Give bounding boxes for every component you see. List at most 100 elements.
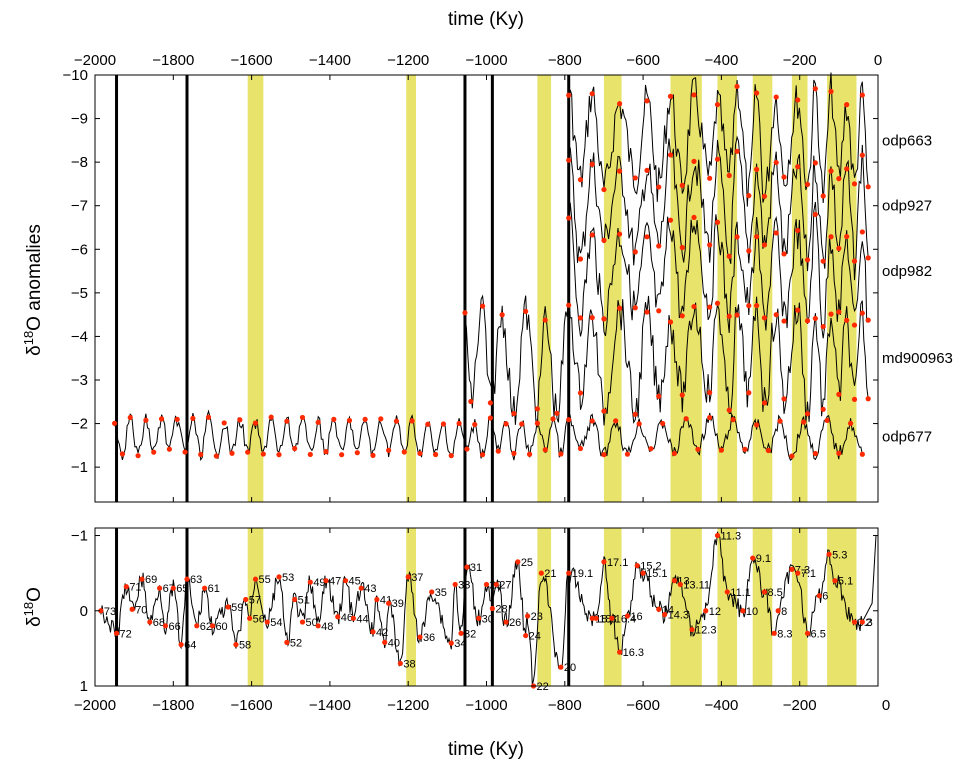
stage-point — [194, 623, 200, 629]
extremum-point-md900963 — [804, 411, 811, 417]
stage-label: 21 — [544, 568, 556, 580]
stage-point — [252, 576, 259, 582]
stage-label: 73 — [104, 606, 116, 618]
extremum-point-odp663 — [617, 101, 623, 107]
extremum-point-odp677 — [252, 420, 259, 426]
extremum-point-md900963 — [554, 410, 560, 416]
extremum-point-odp677 — [511, 450, 517, 457]
stage-label: 47 — [329, 576, 341, 588]
stage-label: 66 — [168, 621, 180, 633]
stage-point — [335, 614, 341, 620]
extremum-point-odp677 — [526, 451, 533, 457]
extremum-point-odp677 — [151, 449, 157, 455]
stage-point — [476, 615, 482, 621]
extremum-point-odp677 — [221, 420, 227, 426]
stage-point — [593, 615, 599, 621]
top-x-tick-label: 0 — [874, 52, 882, 69]
extremum-point-odp927 — [773, 159, 779, 166]
extremum-point-odp677 — [229, 450, 235, 456]
stage-point — [307, 579, 313, 585]
top-x-tick-label: −600 — [626, 52, 660, 69]
stage-label: 70 — [135, 604, 147, 616]
extremum-point-odp677 — [440, 421, 447, 427]
extremum-point-odp663 — [707, 175, 713, 181]
stage-label: 35 — [435, 587, 447, 599]
extremum-point-odp677 — [613, 418, 619, 424]
bot-x-tick-label: −800 — [548, 697, 582, 714]
stage-label: 33 — [458, 579, 470, 591]
stage-label: 5.1 — [838, 576, 853, 588]
extremum-point-odp677 — [182, 449, 188, 455]
extremum-point-odp982 — [667, 217, 674, 223]
extremum-point-odp663 — [781, 174, 787, 180]
top-x-tick-label: −200 — [783, 52, 817, 69]
extremum-point-odp927 — [707, 242, 713, 248]
stage-point — [147, 619, 153, 625]
extremum-point-odp677 — [742, 446, 748, 452]
extremum-point-odp927 — [577, 256, 584, 262]
stage-point — [170, 585, 176, 591]
stage-point — [350, 615, 356, 621]
stage-label: 18 — [599, 613, 611, 625]
top-y-tick-label: −5 — [71, 285, 88, 302]
extremum-point-odp982 — [795, 227, 801, 234]
extremum-point-md900963 — [667, 319, 674, 325]
stage-label: 72 — [120, 628, 132, 640]
extremum-point-odp927 — [601, 237, 607, 243]
stage-point — [284, 639, 290, 645]
stage-label: 9.1 — [756, 553, 771, 565]
series-label-odp982: odp982 — [882, 263, 932, 280]
stage-label: 11.1 — [730, 587, 751, 599]
extremum-point-odp677 — [386, 447, 392, 453]
extremum-point-odp677 — [299, 414, 306, 421]
stage-point — [714, 532, 721, 539]
top-x-tick-label: −1400 — [309, 52, 351, 69]
stage-point — [342, 578, 349, 584]
extremum-point-odp677 — [456, 420, 462, 427]
top-x-tick-label: −1000 — [465, 52, 507, 69]
extremum-point-odp677 — [847, 420, 854, 426]
stage-label: 48 — [321, 621, 333, 633]
extremum-point-odp927 — [859, 152, 865, 158]
extremum-point-md900963 — [707, 389, 713, 396]
extremum-point-odp677 — [276, 452, 282, 458]
extremum-point-odp982 — [828, 234, 834, 240]
extremum-point-odp677 — [464, 446, 470, 452]
extremum-point-odp677 — [558, 451, 564, 457]
top-shaded-band — [247, 75, 264, 502]
stage-label: 45 — [349, 576, 361, 588]
stage-label: 11.3 — [720, 531, 741, 543]
top-x-tick-label: −400 — [705, 52, 739, 69]
stage-point — [804, 630, 811, 636]
extremum-point-odp982 — [691, 214, 697, 221]
stage-point — [617, 649, 623, 655]
stage-point — [113, 630, 120, 636]
stage-point — [789, 566, 795, 572]
extremum-point-odp677 — [205, 414, 212, 420]
stage-label: 6.5 — [811, 628, 826, 640]
stage-label: 15.1 — [646, 568, 667, 580]
extremum-point-odp663 — [589, 91, 595, 97]
extremum-point-odp677 — [433, 451, 439, 458]
series-label-odp663: odp663 — [882, 132, 932, 149]
stage-point — [429, 589, 435, 595]
extremum-point-odp982 — [865, 317, 871, 323]
stage-label: 15.2 — [640, 561, 661, 573]
extremum-point-odp677 — [198, 451, 204, 458]
extremum-point-odp677 — [378, 416, 384, 422]
extremum-point-odp982 — [773, 230, 779, 236]
stage-point — [397, 660, 403, 667]
extremum-point-odp927 — [836, 245, 842, 251]
stage-point — [624, 613, 631, 619]
stage-label: 8 — [781, 606, 787, 618]
stage-point — [826, 551, 832, 557]
extremum-point-odp677 — [393, 418, 400, 424]
extremum-point-odp663 — [601, 186, 607, 193]
extremum-point-md900963 — [679, 392, 685, 398]
stage-label: 55 — [259, 574, 271, 586]
stage-label: 26 — [509, 617, 521, 629]
extremum-point-odp677 — [671, 450, 678, 457]
stage-point — [859, 619, 865, 625]
extremum-point-odp677 — [542, 447, 548, 453]
stage-label: 16.4 — [615, 613, 636, 625]
